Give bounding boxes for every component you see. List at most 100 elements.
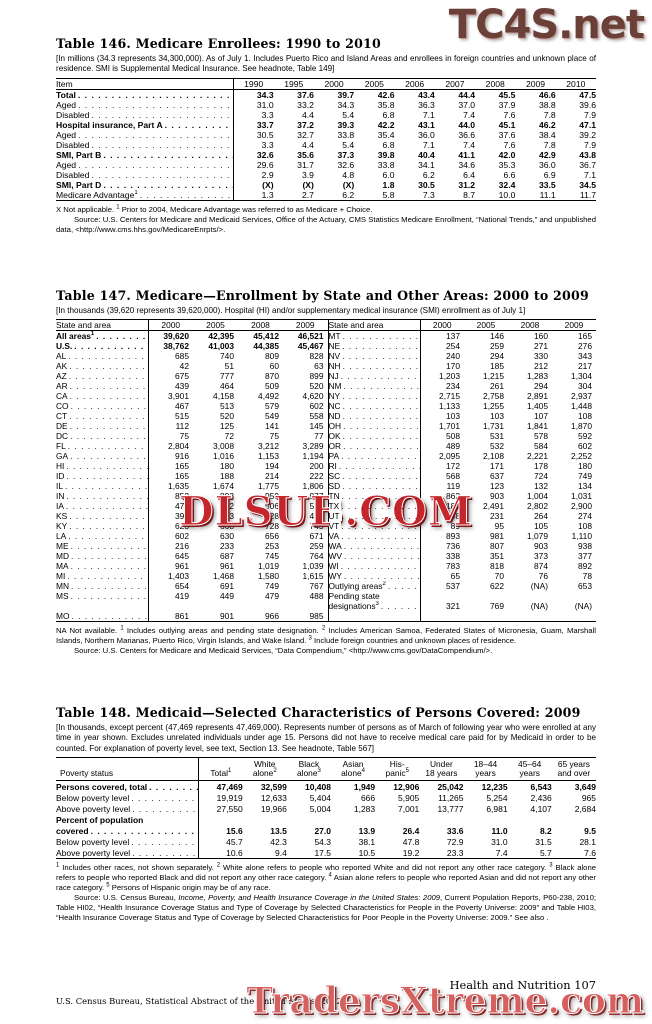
cell: 178 [534, 461, 548, 472]
cell: 25,042 [437, 781, 464, 792]
table-148-col-5: Under 18 years [419, 757, 464, 782]
cell: 11,265 [438, 792, 464, 803]
cell: 1,468 [213, 571, 234, 582]
table-146-col-2010: 2010 [555, 77, 596, 90]
cell: 39.6 [579, 99, 596, 110]
row-stub: Above poverty level [56, 803, 200, 815]
cell [375, 814, 419, 825]
cell: 740 [220, 351, 234, 362]
row-stub-left: CT [56, 411, 149, 422]
table-148-source: Source: U.S. Census Bureau, Income, Pove… [56, 893, 596, 923]
cell: 30.5 [418, 179, 435, 190]
table-row: Medicare Advantage1 1.3 2.7 6.2 5.8 7.3 8.7 10.… [56, 189, 596, 201]
cell: 514 [283, 501, 329, 512]
row-stub-right: NE [328, 341, 421, 352]
cell: 274 [578, 511, 592, 522]
cell: 1,031 [571, 491, 592, 502]
row-stub-right: Outlying areas2 [328, 581, 421, 592]
row-stub-right: Pending state [328, 591, 421, 602]
cell: 7.4 [463, 109, 476, 120]
row-stub: Below poverty level [56, 792, 200, 804]
table-146-col-2007: 2007 [434, 77, 476, 90]
row-label: NE [328, 341, 420, 352]
row-label: AL [56, 351, 148, 362]
cell: 35.6 [297, 149, 314, 160]
cell: 549 [265, 411, 279, 422]
cell: (X) [262, 179, 274, 190]
cell: 107 [534, 411, 548, 422]
cell: 874 [534, 561, 548, 572]
table-148-footnotes: 1 Includes other races, not shown separa… [56, 863, 596, 923]
cell: 42.9 [538, 149, 556, 160]
cell: 390 [175, 511, 189, 522]
cell: 200 [283, 461, 329, 472]
cell: 40.4 [418, 149, 435, 160]
row-stub-right: OK [328, 431, 421, 442]
row-label: OK [328, 431, 420, 442]
cell: 743 [283, 521, 329, 532]
cell: 464 [220, 381, 234, 392]
cell: 666 [360, 792, 376, 803]
cell: 31.7 [297, 159, 314, 170]
cell: 602 [283, 401, 329, 412]
cell: 1,403 [168, 571, 189, 582]
cell: 271 [534, 341, 548, 352]
table-row: Aged 30.5 32.7 33.8 35.4 36.0 36.6 37.6 38.4 39.2 [56, 129, 596, 140]
cell: 903 [490, 491, 504, 502]
cell: 65 [450, 571, 460, 582]
row-label: SC [328, 471, 420, 482]
cell: 38.4 [538, 129, 556, 140]
cell: 1,731 [483, 421, 504, 432]
table-148-col-0: Total1 [198, 757, 243, 782]
cell: 558 [283, 411, 329, 422]
table-146-col-1990: 1990 [233, 77, 274, 90]
cell: 132 [534, 481, 548, 492]
row-label: MS [56, 591, 148, 602]
cell: 32.4 [498, 179, 516, 190]
cell: 2,182 [439, 501, 460, 512]
row-label: IA [56, 501, 148, 512]
table-row: Above poverty level 27,550 19,966 5,004 1,28… [56, 803, 596, 815]
row-label: Disabled [56, 169, 233, 180]
row-stub: Total [56, 89, 234, 100]
cell: 42.0 [498, 149, 516, 160]
cell: 1,870 [571, 421, 592, 432]
cell: 509 [265, 381, 279, 392]
cell: 767 [283, 581, 329, 592]
row-stub-left: MI [56, 571, 149, 582]
row-stub-right: TN [328, 491, 421, 502]
cell: 901 [220, 611, 234, 622]
cell: 47.5 [579, 89, 596, 100]
cell: 3.3 [261, 109, 274, 120]
cell: 27,550 [216, 803, 243, 814]
cell: 10.5 [358, 847, 376, 858]
cell: 304 [578, 381, 592, 392]
cell: 214 [265, 471, 279, 482]
cell: 39.7 [337, 89, 355, 100]
row-stub-left: MO [56, 611, 149, 622]
cell: 1,153 [258, 451, 279, 462]
cell: 532 [490, 441, 504, 452]
cell: 893 [220, 491, 234, 502]
cell: 852 [175, 491, 189, 502]
cell: 1,039 [283, 561, 329, 572]
row-label: NV [328, 351, 420, 362]
cell: 1,133 [439, 401, 460, 412]
row-label: CT [56, 411, 148, 422]
row-label: SMI, Part B [56, 149, 233, 160]
row-label: OR [328, 441, 420, 452]
cell: 7.1 [422, 109, 435, 120]
row-stub: Above poverty level [56, 847, 200, 859]
cell: 736 [446, 541, 460, 552]
cell: 745 [265, 551, 279, 562]
cell: 42.6 [377, 89, 395, 100]
row-label: SMI, Part D [56, 179, 233, 190]
cell: 51 [224, 361, 234, 372]
cell: 36.3 [418, 99, 435, 110]
cell: 1,255 [483, 401, 504, 412]
